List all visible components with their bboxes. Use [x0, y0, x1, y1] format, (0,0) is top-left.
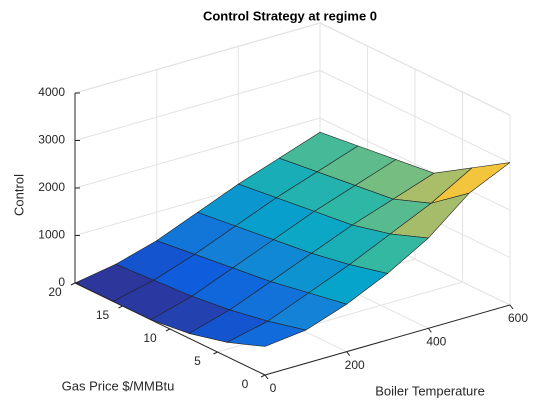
chart-title: Control Strategy at regime 0 — [203, 8, 377, 23]
grid-line — [74, 70, 321, 141]
y-tick-label: 0 — [242, 377, 249, 391]
surface-patch — [225, 320, 307, 347]
x-tick-label: 600 — [508, 311, 528, 325]
x-tick — [264, 374, 269, 380]
z-tick-label: 4000 — [38, 85, 65, 99]
z-tick-label: 1000 — [38, 228, 65, 242]
x-tick — [509, 304, 514, 310]
grid-line — [74, 117, 321, 189]
x-axis — [264, 304, 511, 376]
y-tick-label: 15 — [96, 308, 110, 322]
y-axis-label: Gas Price $/MMBtu — [62, 378, 175, 393]
x-axis-label: Boiler Temperature — [375, 383, 485, 398]
x-tick-label: 400 — [426, 335, 446, 349]
y-tick — [260, 374, 266, 378]
x-tick-label: 0 — [270, 381, 277, 395]
x-tick-label: 200 — [345, 358, 365, 372]
y-tick — [213, 351, 218, 355]
z-axis-label: Control — [11, 174, 26, 216]
y-tick-label: 20 — [48, 285, 62, 299]
y-tick-label: 5 — [194, 354, 201, 368]
x-tick — [346, 351, 351, 356]
z-tick-label: 3000 — [38, 133, 65, 147]
y-tick-label: 10 — [143, 331, 157, 345]
grid-line — [319, 22, 511, 116]
x-tick — [427, 328, 432, 333]
z-tick-label: 0 — [58, 275, 65, 289]
grid-line — [319, 117, 511, 211]
y-tick — [118, 305, 123, 309]
grid-line — [74, 22, 321, 94]
z-tick-label: 2000 — [38, 180, 65, 194]
grid-line — [319, 70, 511, 163]
y-tick — [70, 282, 76, 286]
y-tick — [165, 328, 171, 332]
